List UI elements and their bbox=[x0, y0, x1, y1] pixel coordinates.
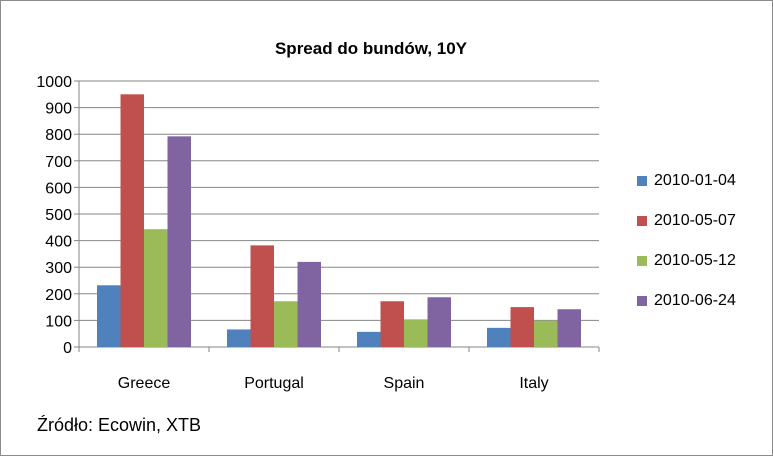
chart-title: Spread do bundów, 10Y bbox=[274, 39, 468, 58]
legend-label: 2010-05-12 bbox=[654, 252, 736, 269]
chart-legend: 2010-01-04 2010-05-07 2010-05-12 2010-06-24 bbox=[637, 161, 736, 321]
y-tick-label: 300 bbox=[45, 260, 72, 277]
x-tick-label: Italy bbox=[519, 375, 548, 392]
bar bbox=[487, 327, 511, 347]
legend-swatch bbox=[637, 296, 647, 306]
legend-item: 2010-05-12 bbox=[637, 241, 736, 281]
bar bbox=[250, 245, 274, 347]
y-tick-label: 600 bbox=[45, 180, 72, 197]
legend-item: 2010-05-07 bbox=[637, 201, 736, 241]
y-tick-label: 800 bbox=[45, 127, 72, 144]
bar bbox=[227, 329, 251, 347]
y-tick-label: 700 bbox=[45, 154, 72, 171]
bar bbox=[297, 261, 321, 347]
x-tick-label: Spain bbox=[384, 375, 425, 392]
y-tick-label: 500 bbox=[45, 207, 72, 224]
bar bbox=[167, 136, 191, 347]
bar bbox=[510, 307, 534, 347]
y-tick-label: 400 bbox=[45, 234, 72, 251]
y-tick-label: 1000 bbox=[36, 74, 72, 91]
source-note: Źródło: Ecowin, XTB bbox=[37, 415, 202, 435]
x-tick-label: Portugal bbox=[244, 375, 304, 392]
bar bbox=[557, 309, 581, 347]
bar bbox=[144, 229, 168, 347]
legend-label: 2010-01-04 bbox=[654, 172, 736, 189]
legend-swatch bbox=[637, 176, 647, 186]
bar bbox=[274, 301, 298, 347]
x-tick-label: Greece bbox=[118, 375, 171, 392]
legend-swatch bbox=[637, 216, 647, 226]
y-tick-label: 900 bbox=[45, 101, 72, 118]
bar bbox=[357, 331, 381, 347]
legend-label: 2010-06-24 bbox=[654, 292, 736, 309]
legend-swatch bbox=[637, 256, 647, 266]
legend-label: 2010-05-07 bbox=[654, 212, 736, 229]
bar bbox=[120, 94, 144, 347]
bar bbox=[380, 301, 404, 347]
bar bbox=[534, 320, 558, 347]
bar bbox=[427, 297, 451, 347]
legend-item: 2010-06-24 bbox=[637, 281, 736, 321]
y-tick-label: 100 bbox=[45, 313, 72, 330]
y-tick-label: 0 bbox=[63, 340, 72, 357]
bar bbox=[404, 319, 428, 347]
y-tick-label: 200 bbox=[45, 287, 72, 304]
legend-item: 2010-01-04 bbox=[637, 161, 736, 201]
bar bbox=[97, 285, 121, 347]
